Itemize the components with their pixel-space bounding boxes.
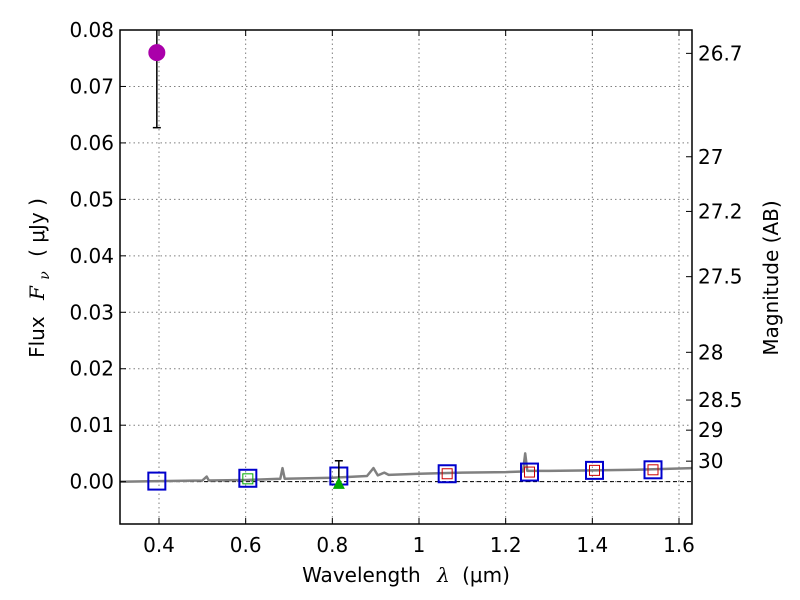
ticks-layer: 0.4 0.6 0.8 1 1.2 1.4 1.6 0.00 0.01 0.02 0.03 0.04 0… bbox=[69, 18, 742, 557]
y-axis-title-subscript: ν bbox=[37, 271, 53, 280]
y-tick-label: 0.06 bbox=[69, 131, 114, 155]
comparison-photometry-square bbox=[589, 464, 600, 476]
model-spectrum-line bbox=[119, 452, 693, 483]
magnitude-tick-label: 26.7 bbox=[698, 41, 743, 65]
x-tick-label: 0.6 bbox=[230, 533, 262, 557]
comparison-photometry-square bbox=[441, 468, 453, 480]
y-tick-label: 0.00 bbox=[69, 470, 114, 494]
comparison-photometry-square bbox=[647, 464, 659, 476]
x-tick-label: 1.4 bbox=[576, 533, 608, 557]
y-tick-label: 0.04 bbox=[69, 244, 114, 268]
magnitude-tick-label: 27.2 bbox=[698, 199, 743, 223]
y-axis-title: Flux F ν ( μJy ) bbox=[25, 198, 54, 358]
magnitude-tick-label: 30 bbox=[698, 449, 723, 473]
x-axis-title-text: Wavelength bbox=[302, 563, 421, 587]
model-photometry-square bbox=[437, 464, 457, 484]
y-tick-label: 0.03 bbox=[69, 300, 114, 324]
magnitude-tick-label: 27.5 bbox=[698, 265, 743, 289]
markers-layer bbox=[147, 30, 663, 491]
x-tick-label: 1.6 bbox=[663, 533, 695, 557]
grid-lines bbox=[120, 29, 692, 524]
comparison-photometry-square bbox=[524, 466, 535, 478]
y-tick-label: 0.02 bbox=[69, 357, 114, 381]
model-photometry-square bbox=[238, 468, 258, 488]
x-axis-title-unit: (μm) bbox=[462, 563, 510, 587]
comparison-photometry-square bbox=[242, 473, 254, 485]
detection-point bbox=[148, 44, 166, 62]
x-axis-title-symbol: λ bbox=[436, 563, 450, 587]
y-axis-title-text: Flux bbox=[25, 316, 49, 358]
model-photometry-square bbox=[147, 471, 167, 491]
y-tick-label: 0.07 bbox=[69, 74, 114, 98]
y-tick-label: 0.01 bbox=[69, 413, 114, 437]
magnitude-tick-label: 28 bbox=[698, 340, 723, 364]
x-tick-label: 0.4 bbox=[143, 533, 175, 557]
magnitude-tick-label: 27 bbox=[698, 145, 723, 169]
x-axis-title: Wavelength λ (μm) bbox=[302, 563, 510, 587]
y-tick-label: 0.05 bbox=[69, 187, 114, 211]
upper-limit-triangle bbox=[332, 476, 345, 489]
y-axis-title-unit: ( μJy ) bbox=[25, 198, 49, 257]
y-tick-label: 0.08 bbox=[69, 18, 114, 42]
spectrum-layer bbox=[119, 452, 693, 483]
model-photometry-square bbox=[643, 460, 663, 480]
y-axis-title-symbol: F bbox=[25, 285, 49, 301]
plot-frame bbox=[119, 29, 693, 525]
magnitude-tick-label: 29 bbox=[698, 418, 723, 442]
magnitude-tick-label: 28.5 bbox=[698, 388, 743, 412]
x-tick-label: 0.8 bbox=[316, 533, 348, 557]
secondary-y-axis-title: Magnitude (AB) bbox=[759, 200, 783, 355]
model-photometry-square bbox=[585, 460, 604, 480]
x-tick-label: 1 bbox=[413, 533, 426, 557]
x-tick-label: 1.2 bbox=[490, 533, 522, 557]
model-photometry-square bbox=[520, 462, 539, 482]
